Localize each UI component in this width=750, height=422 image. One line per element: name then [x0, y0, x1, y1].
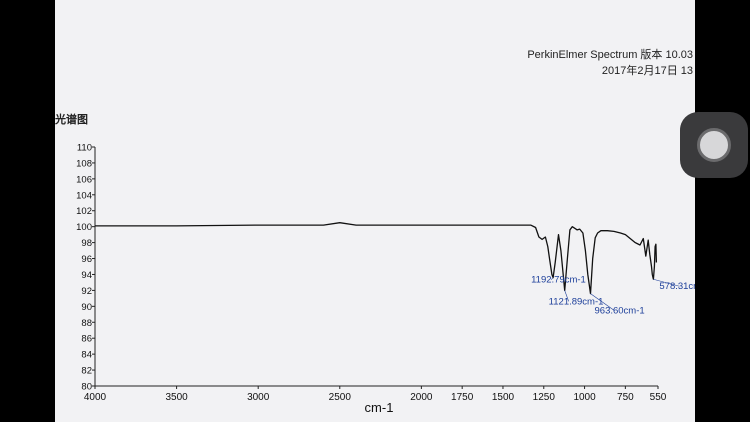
x-tick-label: 4000 [84, 392, 107, 403]
y-tick-label: 108 [76, 158, 92, 169]
ir-spectrum-chart: 4000 3500 3000 2500 2000 1750 1500 1250 1000 750 5… [76, 143, 695, 416]
x-tick-label: 1750 [451, 392, 474, 403]
x-tick-label: 1500 [492, 392, 515, 403]
spectrum-series [95, 222, 658, 295]
y-tick-label: 92 [81, 286, 92, 297]
peak-label: 578.31cm-1 [659, 281, 695, 292]
peak-label: 1121.89cm-1 [549, 296, 604, 307]
x-tick-label: 1250 [533, 392, 556, 403]
x-tick-label: 3000 [247, 392, 270, 403]
y-tick-label: 106 [76, 174, 92, 185]
spectrum-line [95, 222, 658, 295]
peak-leader-line [550, 277, 554, 280]
print-date: 2017年2月17日 13 [601, 65, 693, 77]
x-tick-label: 2000 [410, 392, 433, 403]
spectrum-printout: PerkinElmer Spectrum 版本 10.03 2017年2月17日… [55, 0, 695, 422]
y-tick-label: 104 [76, 190, 92, 201]
software-version: PerkinElmer Spectrum 版本 10.03 [527, 49, 693, 61]
shutter-icon [697, 128, 731, 162]
x-tick-label: 550 [650, 392, 667, 403]
y-tick-label: 88 [81, 318, 92, 329]
x-axis-ticks: 4000 3500 3000 2500 2000 1750 1500 1250 1000 750 5… [84, 386, 667, 403]
peak-leader-line [653, 278, 680, 287]
peak-label: 963.60cm-1 [595, 306, 645, 317]
y-tick-label: 80 [81, 382, 92, 393]
y-tick-label: 82 [81, 366, 92, 377]
y-tick-label: 110 [77, 143, 92, 154]
y-tick-label: 90 [81, 302, 92, 313]
peak-leader-line [590, 293, 615, 311]
y-tick-label: 84 [81, 350, 92, 361]
y-tick-label: 96 [81, 254, 92, 265]
x-tick-label: 2500 [329, 392, 352, 403]
camera-shutter-button[interactable] [680, 112, 748, 178]
y-tick-label: 102 [76, 206, 92, 217]
y-tick-label: 86 [81, 334, 92, 345]
y-tick-label: 100 [76, 222, 92, 233]
peak-label: 1192.79cm-1 [531, 275, 586, 286]
x-axis-label: cm-1 [365, 400, 394, 415]
peak-leader-line [564, 290, 569, 302]
x-tick-label: 1000 [573, 392, 596, 403]
y-axis-ticks: 80 82 84 86 88 90 92 94 96 98 100 102 104 106 108 110 [76, 143, 95, 393]
y-tick-label: 98 [81, 238, 92, 249]
x-tick-label: 750 [617, 392, 634, 403]
chart-axes [94, 147, 658, 387]
x-tick-label: 3500 [165, 392, 188, 403]
y-tick-label: 94 [81, 270, 92, 281]
chart-title-fragment: 光谱图 [55, 114, 88, 126]
